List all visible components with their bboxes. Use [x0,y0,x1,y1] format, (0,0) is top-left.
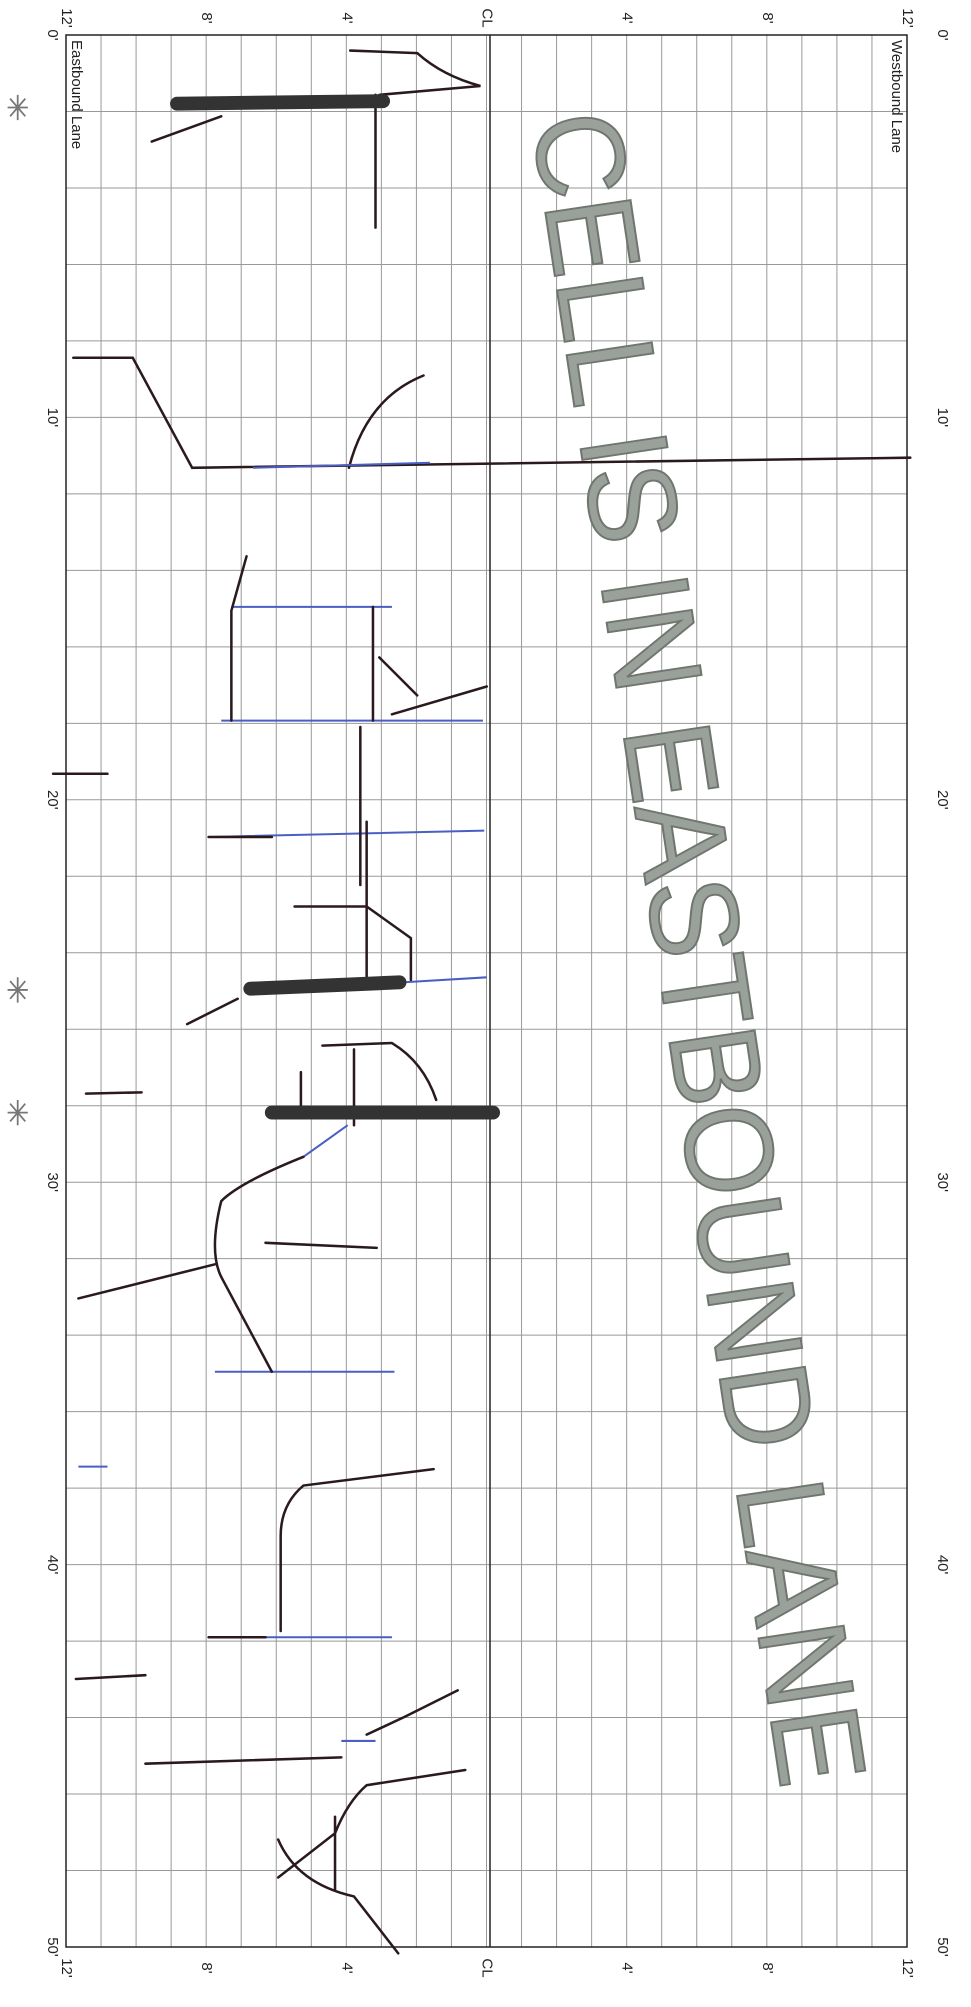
bottom-label: 12' [899,1958,916,1978]
left-label: 0' [44,29,61,40]
right-label: 10' [934,408,951,428]
crack [51,555,489,1127]
bottom-label: 8' [198,1962,215,1973]
right-label: 40' [934,1555,951,1575]
right-label: 30' [934,1172,951,1192]
top-label: CL [479,8,496,27]
bottom-label: 12' [58,1958,75,1978]
lane-label: Westbound Lane [888,40,905,153]
left-label: 40' [44,1555,61,1575]
crack [78,461,487,1742]
left-label: 10' [44,408,61,428]
left-label: 20' [44,790,61,810]
top-label: 4' [619,12,636,23]
crack [72,356,912,470]
crack [150,49,481,229]
border [65,34,908,1948]
crack-sketch [7,49,912,1955]
top-label: 12' [58,8,75,28]
lane-label: Eastbound Lane [68,40,85,149]
bottom-label: 4' [338,1962,355,1973]
top-label: 8' [198,12,215,23]
sealed-crack [170,94,391,111]
right-label: 50' [934,1937,951,1957]
bottom-label: 4' [619,1962,636,1973]
top-label: 4' [338,12,355,23]
left-label: 50' [44,1937,61,1957]
bottom-label: 8' [759,1962,776,1973]
right-label: 20' [934,790,951,810]
top-label: 8' [759,12,776,23]
grid [66,35,907,1947]
stamp: CELL IS IN EASTBOUND LANE [505,103,892,1795]
crack [74,1155,467,1955]
bottom-label: CL [479,1958,496,1977]
right-label: 0' [934,29,951,40]
sealed-crack [243,975,407,996]
top-label: 12' [899,8,916,28]
left-label: 30' [44,1172,61,1192]
marker [7,94,28,1126]
